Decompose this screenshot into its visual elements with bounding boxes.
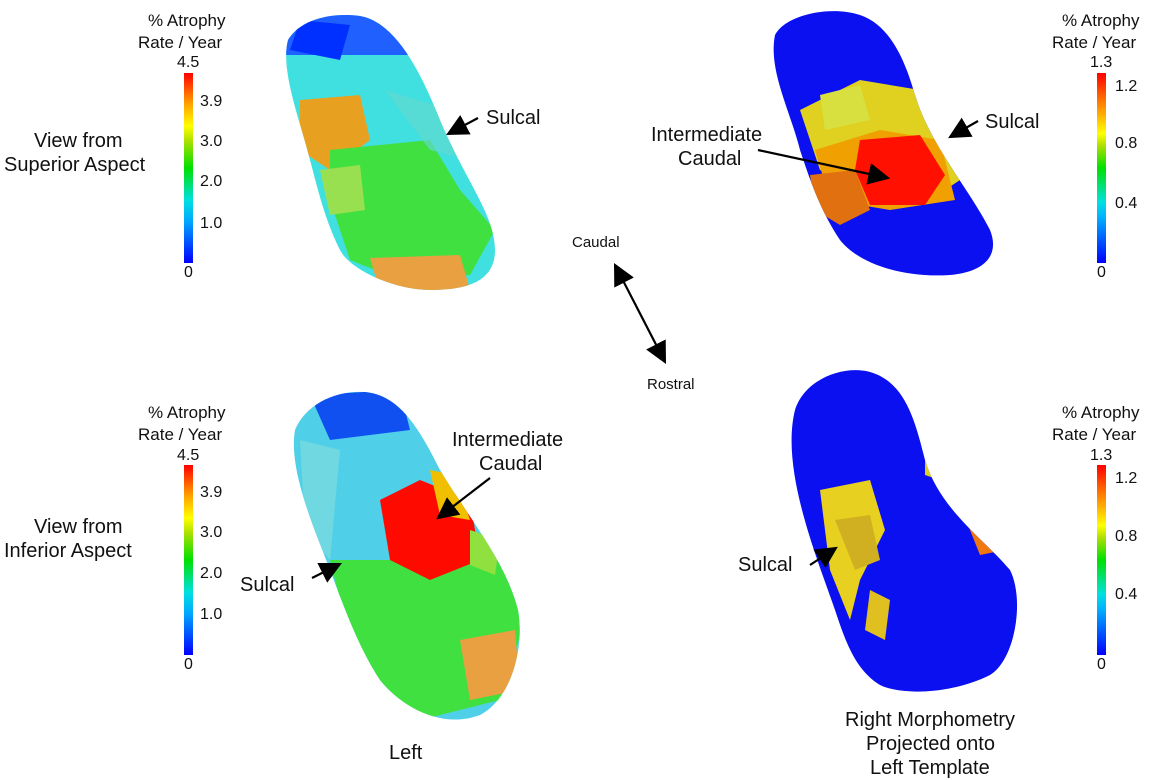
colorbar-max-tr: 1.3: [1090, 54, 1113, 71]
arrow-intermediate-caudal-top: [757, 148, 891, 185]
label-sulcal-bottom-left: Sulcal: [240, 574, 295, 596]
brain-shape-superior-left: [286, 15, 495, 290]
label-intermediate-top: Intermediate: [651, 124, 763, 146]
brain-shape-inferior-right: [791, 370, 1018, 692]
orientation-double-arrow: [613, 263, 667, 364]
arrow-sulcal-bottom-left: [311, 563, 342, 583]
tick-tr-2: 0.8: [1115, 135, 1138, 152]
arrow-sulcal-top-left: [446, 114, 479, 136]
colorbar-bl: [184, 465, 193, 655]
footer-right-line1: Right Morphometry: [845, 709, 1016, 731]
tick-br-2: 0.8: [1115, 528, 1138, 545]
colorbar-title-tl-line2: Rate / Year: [138, 33, 223, 52]
brain-shape-superior-right: [773, 11, 994, 276]
label-caudal-top: Caudal: [678, 148, 742, 170]
colorbar-br: [1097, 465, 1106, 655]
tick-br-1: 1.2: [1115, 470, 1138, 487]
view-superior-line2: Superior Aspect: [4, 154, 146, 176]
orientation-rostral: Rostral: [647, 376, 695, 393]
colorbar-min-bl: 0: [184, 656, 193, 673]
colorbar-tl: [184, 73, 193, 263]
tick-tl-1: 3.9: [200, 93, 223, 110]
tick-br-3: 0.4: [1115, 586, 1138, 603]
colorbar-min-tl: 0: [184, 264, 193, 281]
tick-tl-4: 1.0: [200, 215, 223, 232]
view-superior-line1: View from: [34, 130, 123, 152]
label-intermediate-bottom: Intermediate: [452, 429, 564, 451]
colorbar-title-tl-line1: % Atrophy: [148, 11, 226, 30]
colorbar-title-br-line1: % Atrophy: [1062, 403, 1140, 422]
colorbar-max-br: 1.3: [1090, 447, 1113, 464]
view-inferior-line2: Inferior Aspect: [4, 540, 132, 562]
label-sulcal-top-left: Sulcal: [486, 107, 541, 129]
colorbar-title-tr-line1: % Atrophy: [1062, 11, 1140, 30]
colorbar-min-tr: 0: [1097, 264, 1106, 281]
footer-right-line3: Left Template: [870, 757, 990, 779]
label-sulcal-bottom-right: Sulcal: [738, 554, 793, 576]
label-sulcal-top-right: Sulcal: [985, 111, 1040, 133]
colorbar-max-tl: 4.5: [177, 54, 200, 71]
colorbar-tr: [1097, 73, 1106, 263]
tick-bl-2: 3.0: [200, 524, 223, 541]
colorbar-min-br: 0: [1097, 656, 1106, 673]
tick-bl-1: 3.9: [200, 484, 223, 501]
orientation-caudal: Caudal: [572, 234, 620, 251]
colorbar-max-bl: 4.5: [177, 447, 200, 464]
arrow-intermediate-caudal-bottom: [436, 477, 491, 520]
tick-bl-4: 1.0: [200, 606, 223, 623]
tick-tr-3: 0.4: [1115, 195, 1138, 212]
colorbar-title-tr-line2: Rate / Year: [1052, 33, 1137, 52]
tick-tl-2: 3.0: [200, 133, 223, 150]
view-inferior-line1: View from: [34, 516, 123, 538]
arrow-sulcal-top-right: [948, 117, 979, 139]
tick-tr-1: 1.2: [1115, 78, 1138, 95]
footer-left: Left: [389, 742, 423, 764]
tick-bl-3: 2.0: [200, 565, 223, 582]
colorbar-title-bl-line1: % Atrophy: [148, 403, 226, 422]
colorbar-title-bl-line2: Rate / Year: [138, 425, 223, 444]
label-caudal-bottom: Caudal: [479, 453, 543, 475]
arrow-sulcal-bottom-right: [809, 546, 838, 569]
colorbar-title-br-line2: Rate / Year: [1052, 425, 1137, 444]
footer-right-line2: Projected onto: [866, 733, 995, 755]
tick-tl-3: 2.0: [200, 173, 223, 190]
